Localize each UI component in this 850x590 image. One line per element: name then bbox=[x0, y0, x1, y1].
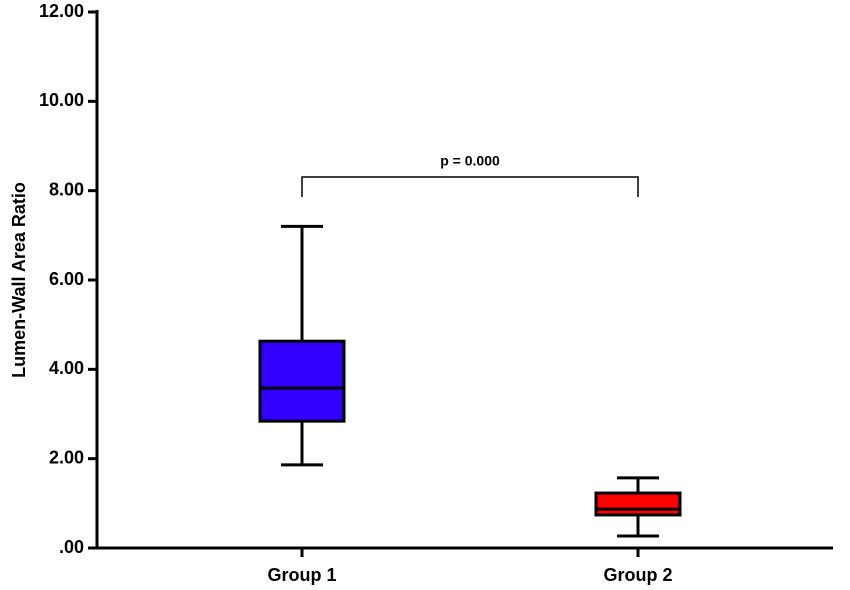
x-tick-label: Group 1 bbox=[267, 565, 336, 585]
significance-bracket bbox=[301, 176, 639, 197]
y-tick-label: 12.00 bbox=[39, 1, 84, 21]
x-tick-label: Group 2 bbox=[603, 565, 672, 585]
box bbox=[258, 339, 346, 423]
y-tick-label: 10.00 bbox=[39, 90, 84, 110]
box bbox=[594, 491, 682, 517]
y-tick-label: 6.00 bbox=[49, 269, 84, 289]
y-tick-label: 4.00 bbox=[49, 358, 84, 378]
y-tick-label: 8.00 bbox=[49, 179, 84, 199]
y-tick-label: 2.00 bbox=[49, 447, 84, 467]
y-axis-label: Lumen-Wall Area Ratio bbox=[9, 182, 29, 378]
annotation: p = 0.000 bbox=[440, 153, 500, 169]
y-tick-label: .00 bbox=[59, 537, 84, 557]
